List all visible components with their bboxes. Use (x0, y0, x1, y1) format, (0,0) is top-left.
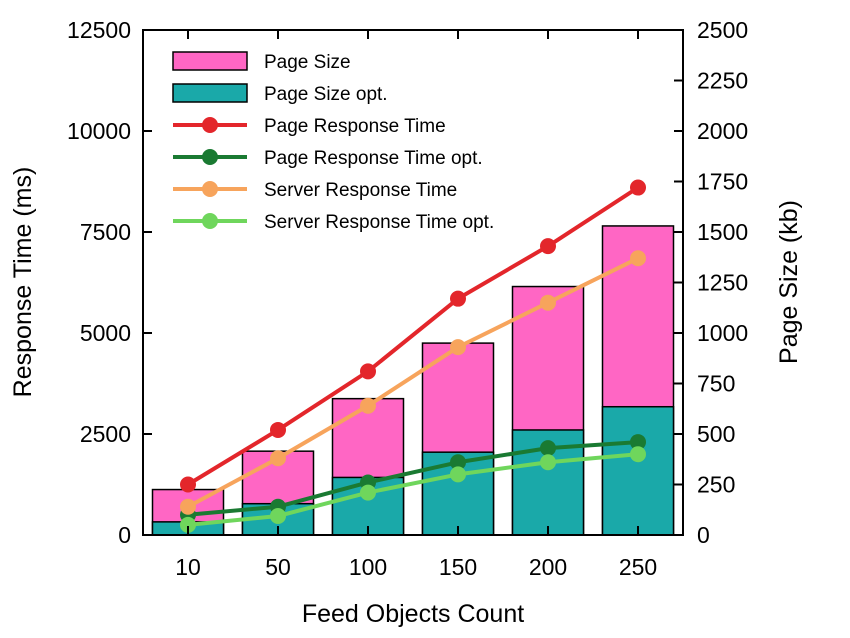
line-server-response-time (187, 256, 639, 509)
legend-marker (202, 149, 218, 165)
y-right-tick-label: 1500 (697, 219, 748, 245)
y-right-tick-label: 500 (697, 421, 735, 447)
y-left-tick-label: 10000 (67, 118, 131, 144)
x-tick-label: 10 (175, 554, 201, 580)
legend-label: Page Response Time (264, 116, 446, 137)
point-server-response-time-200 (540, 294, 556, 311)
lines-layer (180, 179, 646, 533)
point-page-response-time-150 (450, 290, 466, 307)
point-server-response-time-opt-150 (450, 466, 466, 483)
x-tick-label: 200 (529, 554, 567, 580)
legend-marker (202, 181, 218, 197)
point-page-response-time-50 (270, 421, 286, 438)
y-right-tick-label: 1000 (697, 320, 748, 346)
point-server-response-time-50 (270, 450, 286, 467)
legend-marker (202, 117, 218, 133)
point-page-response-time-10 (180, 476, 196, 493)
y-right-tick-label: 1250 (697, 270, 748, 296)
legend-label: Page Response Time opt. (264, 148, 483, 169)
legend-swatch (172, 51, 248, 71)
point-server-response-time-100 (360, 397, 376, 414)
bar-page-size-opt-250 (601, 405, 675, 536)
point-server-response-time-10 (180, 498, 196, 515)
legend-label: Page Size (264, 52, 351, 73)
point-page-response-time-opt-150 (450, 454, 466, 471)
x-axis-title: Feed Objects Count (302, 600, 524, 628)
legend-label: Page Size opt. (264, 84, 388, 105)
point-page-response-time-200 (540, 238, 556, 255)
point-server-response-time-150 (450, 339, 466, 356)
point-server-response-time-opt-100 (360, 484, 376, 501)
y-axis-right-title: Page Size (kb) (775, 200, 803, 364)
point-server-response-time-opt-10 (180, 516, 196, 533)
y-right-tick-label: 2500 (697, 17, 748, 43)
legend-label: Server Response Time (264, 180, 457, 201)
point-page-response-time-250 (630, 179, 646, 196)
y-left-tick-label: 7500 (80, 219, 131, 245)
y-left-tick-label: 0 (118, 522, 131, 548)
y-left-tick-label: 12500 (67, 17, 131, 43)
point-server-response-time-250 (630, 250, 646, 267)
y-right-tick-label: 2000 (697, 118, 748, 144)
point-page-response-time-opt-200 (540, 440, 556, 457)
y-left-tick-label: 2500 (80, 421, 131, 447)
point-server-response-time-opt-250 (630, 446, 646, 463)
y-left-tick-label: 5000 (80, 320, 131, 346)
bars-layer (151, 225, 675, 536)
point-page-response-time-100 (360, 363, 376, 380)
line-page-response-time-opt (187, 440, 639, 517)
y-axis-left-title: Response Time (ms) (9, 167, 37, 398)
line-server-response-time-opt (187, 452, 639, 527)
x-tick-label: 250 (619, 554, 657, 580)
y-right-tick-label: 750 (697, 371, 735, 397)
line-page-response-time (186, 185, 640, 487)
x-tick-label: 100 (349, 554, 387, 580)
axes-layer: 0 2500 5000 7500 10000 12500 0 250 500 750 1000 125… (67, 17, 748, 580)
point-page-response-time-opt-250 (630, 434, 646, 451)
x-tick-label: 150 (439, 554, 477, 580)
legend-label: Server Response Time opt. (264, 212, 494, 233)
y-right-tick-label: 0 (697, 522, 710, 548)
y-right-tick-label: 1750 (697, 169, 748, 195)
point-server-response-time-opt-200 (540, 454, 556, 471)
legend-marker (202, 213, 218, 229)
y-right-tick-label: 250 (697, 472, 735, 498)
legend-swatch (172, 83, 248, 103)
legend: Page Size Page Size opt. Page Response Tim… (172, 51, 494, 233)
x-tick-label: 50 (265, 554, 291, 580)
point-server-response-time-opt-50 (270, 508, 286, 525)
y-right-tick-label: 2250 (697, 68, 748, 94)
